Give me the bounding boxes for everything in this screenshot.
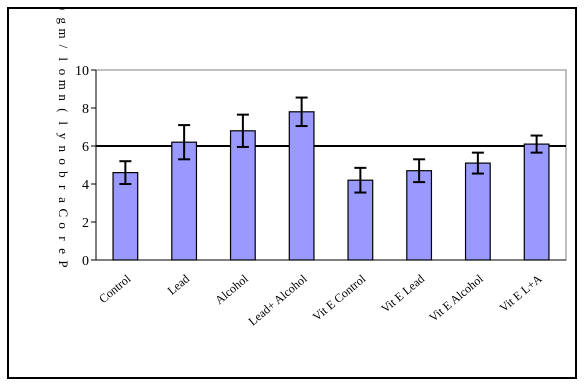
y-axis-label-char: m xyxy=(56,80,71,90)
bar xyxy=(523,143,550,261)
y-axis-label-char: l xyxy=(56,57,71,61)
x-tick-label: Lead+ Alcohol xyxy=(246,271,310,328)
plot-area xyxy=(95,69,567,261)
y-tick-label: 2 xyxy=(82,216,89,231)
y-tick-label: 8 xyxy=(82,102,89,117)
y-axis-label-char: e xyxy=(56,248,71,254)
y-axis-label-char: ) xyxy=(56,9,71,10)
x-tick-label: Vit E Lead xyxy=(378,272,427,316)
bar xyxy=(112,172,139,261)
x-tick-label: Lead xyxy=(165,272,192,298)
x-tick-label: Vit E Control xyxy=(310,271,369,324)
y-axis-label-char: o xyxy=(56,69,71,76)
y-axis-label-char: m xyxy=(56,29,71,39)
y-tick-label: 6 xyxy=(82,140,89,155)
y-axis-label-char: r xyxy=(56,185,71,190)
y-axis-label-char: g xyxy=(56,18,71,25)
x-tick-label: Vit E L+A xyxy=(497,271,545,315)
y-axis-label-char: y xyxy=(56,133,71,140)
error-bars xyxy=(119,96,543,194)
y-axis-label-char: l xyxy=(56,121,71,125)
bar xyxy=(288,111,315,261)
y-axis-label-char: o xyxy=(56,158,71,165)
y-axis-label-char: n xyxy=(56,146,71,153)
y-tick-label: 4 xyxy=(82,178,89,193)
y-axis-label-char: / xyxy=(56,45,71,49)
y-tick-label: 10 xyxy=(75,64,89,79)
y-axis: 0 2 4 6 8 10 xyxy=(75,64,566,269)
y-axis-label-char: C xyxy=(56,208,71,217)
bar xyxy=(229,130,256,261)
y-axis-label-char: n xyxy=(56,94,71,101)
y-axis-label-char: b xyxy=(56,171,71,178)
bar xyxy=(464,162,491,261)
y-axis-label-char: o xyxy=(56,222,71,229)
y-axis-label-char: r xyxy=(56,236,71,241)
bar xyxy=(171,141,198,261)
y-tick-label: 0 xyxy=(82,254,89,269)
bar xyxy=(406,170,433,261)
y-axis-label-char: ( xyxy=(56,108,71,112)
x-tick-label: Alcohol xyxy=(212,271,251,307)
x-tick-label: Control xyxy=(96,271,134,306)
y-axis-label-char: P xyxy=(56,260,71,267)
y-axis-label-char: a xyxy=(56,197,71,203)
x-tick-label: Vit E Alcohol xyxy=(426,271,486,325)
